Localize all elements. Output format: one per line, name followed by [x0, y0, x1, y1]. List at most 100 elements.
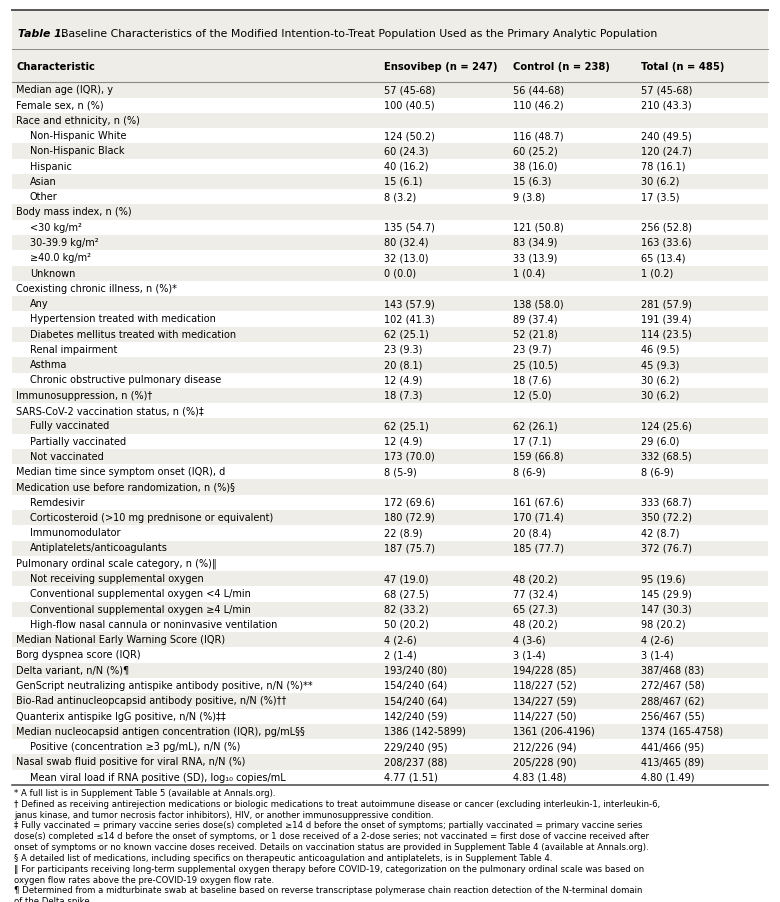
Text: 134/227 (59): 134/227 (59) — [513, 696, 576, 706]
Text: 48 (20.2): 48 (20.2) — [513, 574, 558, 584]
Text: 143 (57.9): 143 (57.9) — [385, 299, 435, 309]
Text: 187 (75.7): 187 (75.7) — [385, 544, 435, 554]
Text: Median National Early Warning Score (IQR): Median National Early Warning Score (IQR… — [16, 635, 225, 645]
Text: 52 (21.8): 52 (21.8) — [513, 329, 558, 340]
Bar — [12, 754, 768, 769]
Text: 0 (0.0): 0 (0.0) — [385, 269, 417, 279]
Text: Median time since symptom onset (IQR), d: Median time since symptom onset (IQR), d — [16, 467, 225, 477]
Text: <30 kg/m²: <30 kg/m² — [30, 223, 82, 233]
Text: Unknown: Unknown — [30, 269, 75, 279]
Text: 60 (24.3): 60 (24.3) — [385, 146, 429, 156]
Text: 118/227 (52): 118/227 (52) — [513, 681, 576, 691]
Bar — [12, 174, 768, 189]
Bar — [12, 632, 768, 648]
Text: 80 (32.4): 80 (32.4) — [385, 238, 429, 248]
Text: Characteristic: Characteristic — [16, 62, 95, 72]
Text: Medication use before randomization, n (%)§: Medication use before randomization, n (… — [16, 483, 235, 492]
Bar — [12, 586, 768, 602]
Text: SARS-CoV-2 vaccination status, n (%)‡: SARS-CoV-2 vaccination status, n (%)‡ — [16, 406, 204, 416]
Bar — [12, 82, 768, 97]
Bar — [12, 143, 768, 159]
Text: Chronic obstructive pulmonary disease: Chronic obstructive pulmonary disease — [30, 375, 222, 385]
Text: ¶ Determined from a midturbinate swab at baseline based on reverse transcriptase: ¶ Determined from a midturbinate swab at… — [14, 887, 643, 896]
Text: 18 (7.3): 18 (7.3) — [385, 391, 423, 400]
Text: 2 (1-4): 2 (1-4) — [385, 650, 417, 660]
Text: 154/240 (64): 154/240 (64) — [385, 681, 448, 691]
Text: 45 (9.3): 45 (9.3) — [641, 360, 680, 370]
Text: GenScript neutralizing antispike antibody positive, n/N (%)**: GenScript neutralizing antispike antibod… — [16, 681, 313, 691]
Bar — [12, 571, 768, 586]
Text: 38 (16.0): 38 (16.0) — [513, 161, 558, 171]
Bar — [12, 342, 768, 357]
Bar — [12, 678, 768, 694]
Text: 8 (6-9): 8 (6-9) — [641, 467, 674, 477]
Text: 8 (3.2): 8 (3.2) — [385, 192, 417, 202]
Text: 110 (46.2): 110 (46.2) — [513, 100, 564, 110]
Text: 170 (71.4): 170 (71.4) — [513, 513, 564, 523]
Text: 114 (23.5): 114 (23.5) — [641, 329, 692, 340]
Text: 23 (9.7): 23 (9.7) — [513, 345, 551, 354]
Text: 30 (6.2): 30 (6.2) — [641, 177, 680, 187]
Text: Control (n = 238): Control (n = 238) — [513, 62, 610, 72]
Text: oxygen flow rates above the pre-COVID-19 oxygen flow rate.: oxygen flow rates above the pre-COVID-19… — [14, 876, 274, 885]
Text: Borg dyspnea score (IQR): Borg dyspnea score (IQR) — [16, 650, 140, 660]
Text: 25 (10.5): 25 (10.5) — [513, 360, 558, 370]
Text: Ensovibep (n = 247): Ensovibep (n = 247) — [385, 62, 498, 72]
Text: 77 (32.4): 77 (32.4) — [513, 589, 558, 599]
Text: 47 (19.0): 47 (19.0) — [385, 574, 429, 584]
Text: 208/237 (88): 208/237 (88) — [385, 758, 448, 768]
Text: 1 (0.2): 1 (0.2) — [641, 269, 674, 279]
Text: 114/227 (50): 114/227 (50) — [513, 712, 576, 722]
Text: Partially vaccinated: Partially vaccinated — [30, 437, 126, 446]
Bar — [12, 220, 768, 235]
Text: 22 (8.9): 22 (8.9) — [385, 529, 423, 538]
Text: 1361 (206-4196): 1361 (206-4196) — [513, 727, 594, 737]
Text: 60 (25.2): 60 (25.2) — [513, 146, 558, 156]
Text: 56 (44-68): 56 (44-68) — [513, 85, 564, 96]
Text: 185 (77.7): 185 (77.7) — [513, 544, 564, 554]
Text: 413/465 (89): 413/465 (89) — [641, 758, 704, 768]
Text: 30-39.9 kg/m²: 30-39.9 kg/m² — [30, 238, 98, 248]
Text: 15 (6.1): 15 (6.1) — [385, 177, 423, 187]
Text: † Defined as receiving antirejection medications or biologic medications to trea: † Defined as receiving antirejection med… — [14, 800, 660, 809]
Text: 65 (27.3): 65 (27.3) — [513, 604, 558, 614]
Text: Positive (concentration ≥3 pg/mL), n/N (%): Positive (concentration ≥3 pg/mL), n/N (… — [30, 742, 240, 752]
Text: 372 (76.7): 372 (76.7) — [641, 544, 693, 554]
Bar — [12, 724, 768, 739]
Bar — [12, 602, 768, 617]
Text: 194/228 (85): 194/228 (85) — [513, 666, 576, 676]
Text: 154/240 (64): 154/240 (64) — [385, 696, 448, 706]
Text: Median nucleocapsid antigen concentration (IQR), pg/mL§§: Median nucleocapsid antigen concentratio… — [16, 727, 305, 737]
Bar — [12, 357, 768, 373]
Text: 18 (7.6): 18 (7.6) — [513, 375, 551, 385]
Text: 121 (50.8): 121 (50.8) — [513, 223, 564, 233]
Text: Immunosuppression, n (%)†: Immunosuppression, n (%)† — [16, 391, 152, 400]
Bar — [12, 739, 768, 754]
Text: 116 (48.7): 116 (48.7) — [513, 131, 564, 141]
Bar — [12, 510, 768, 525]
Bar — [12, 403, 768, 419]
Text: 212/226 (94): 212/226 (94) — [513, 742, 576, 752]
Text: Conventional supplemental oxygen <4 L/min: Conventional supplemental oxygen <4 L/mi… — [30, 589, 250, 599]
Bar — [12, 49, 768, 82]
Bar — [12, 617, 768, 632]
Text: 17 (3.5): 17 (3.5) — [641, 192, 680, 202]
Bar — [12, 434, 768, 449]
Text: 3 (1-4): 3 (1-4) — [513, 650, 545, 660]
Text: 1 (0.4): 1 (0.4) — [513, 269, 545, 279]
Text: 48 (20.2): 48 (20.2) — [513, 620, 558, 630]
Text: Quanterix antispike IgG positive, n/N (%)‡‡: Quanterix antispike IgG positive, n/N (%… — [16, 712, 225, 722]
Text: 89 (37.4): 89 (37.4) — [513, 314, 558, 325]
Bar — [12, 465, 768, 480]
Text: 3 (1-4): 3 (1-4) — [641, 650, 674, 660]
Text: Hispanic: Hispanic — [30, 161, 72, 171]
Text: 40 (16.2): 40 (16.2) — [385, 161, 429, 171]
Text: 124 (25.6): 124 (25.6) — [641, 421, 693, 431]
Text: 1374 (165-4758): 1374 (165-4758) — [641, 727, 724, 737]
Text: 33 (13.9): 33 (13.9) — [513, 253, 558, 263]
Text: * A full list is in Supplement Table 5 (available at Annals.org).: * A full list is in Supplement Table 5 (… — [14, 789, 275, 798]
Text: 161 (67.6): 161 (67.6) — [513, 498, 564, 508]
Text: 288/467 (62): 288/467 (62) — [641, 696, 705, 706]
Text: 29 (6.0): 29 (6.0) — [641, 437, 680, 446]
Text: 57 (45-68): 57 (45-68) — [641, 85, 693, 96]
